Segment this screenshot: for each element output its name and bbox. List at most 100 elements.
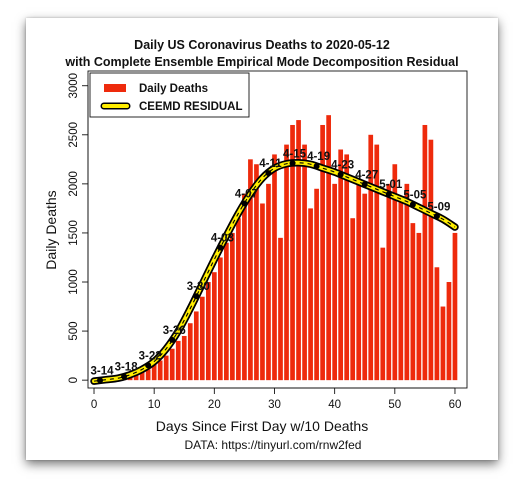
x-tick-label-40: 40	[328, 399, 341, 411]
bar-day-47	[374, 144, 380, 381]
marker-4-03	[217, 244, 224, 251]
chart-title: Daily US Coronavirus Deaths to 2020-05-1…	[134, 38, 390, 52]
bar-day-50	[392, 164, 398, 381]
bar-day-49	[386, 183, 392, 381]
x-tick-label-60: 60	[449, 399, 462, 411]
y-tick-label-2000: 2000	[68, 171, 80, 197]
bar-day-29	[266, 183, 271, 381]
x-tick-label-30: 30	[268, 399, 281, 411]
markers-layer	[97, 160, 440, 384]
date-label-3-22: 3-22	[139, 350, 162, 362]
marker-3-14	[97, 377, 104, 384]
bar-day-28	[260, 203, 265, 381]
bar-day-35	[302, 144, 307, 381]
date-label-4-11: 4-11	[259, 158, 282, 170]
bar-day-40	[332, 183, 337, 381]
bar-day-32	[284, 144, 289, 381]
bar-day-16	[187, 323, 193, 381]
residual-curve-dash	[93, 162, 456, 382]
bar-day-60	[452, 232, 458, 381]
bars-layer	[97, 115, 458, 381]
bar-day-11	[157, 360, 163, 381]
date-label-3-26: 3-26	[163, 325, 186, 337]
marker-4-07	[241, 200, 248, 207]
bar-day-52	[404, 183, 410, 381]
x-tick-label-10: 10	[148, 399, 161, 411]
bar-day-27	[254, 164, 259, 381]
bar-day-51	[398, 198, 404, 381]
bar-day-56	[428, 139, 434, 381]
chart-card: Daily US Coronavirus Deaths to 2020-05-1…	[26, 18, 498, 460]
date-label-4-27: 4-27	[355, 169, 378, 181]
marker-3-22	[145, 362, 152, 369]
marker-4-23	[337, 171, 344, 178]
bar-day-17	[193, 311, 199, 381]
bar-day-53	[410, 223, 416, 381]
chart-subtitle: with Complete Ensemble Empirical Mode De…	[64, 55, 458, 69]
bar-day-43	[350, 218, 356, 381]
bar-day-21	[218, 257, 223, 381]
bar-day-18	[199, 296, 205, 381]
y-tick-label-500: 500	[68, 321, 80, 340]
bar-day-22	[224, 242, 229, 381]
bar-day-30	[272, 154, 277, 381]
date-label-5-01: 5-01	[379, 179, 403, 191]
date-label-3-14: 3-14	[91, 365, 115, 377]
chart: Daily US Coronavirus Deaths to 2020-05-1…	[43, 38, 468, 452]
bar-day-9	[145, 369, 151, 381]
marker-5-01	[385, 191, 392, 198]
date-label-4-07: 4-07	[235, 188, 258, 200]
date-label-4-19: 4-19	[307, 151, 330, 163]
marker-3-30	[193, 293, 200, 300]
date-labels-layer: 3-14 3-183-22 3-26 3-30 4-03 4-07 4-114-15 4-19…	[91, 148, 451, 377]
bar-day-8	[139, 371, 145, 381]
marker-5-09	[433, 213, 440, 220]
bar-day-44	[356, 183, 362, 381]
legend: Daily Deaths CEEMD RESIDUAL	[89, 72, 250, 118]
bar-day-39	[326, 115, 331, 381]
bar-day-20	[211, 272, 217, 381]
bar-day-19	[205, 282, 211, 381]
bar-day-42	[344, 154, 350, 381]
legend-label-daily-deaths: Daily Deaths	[139, 83, 208, 95]
marker-4-15	[289, 160, 296, 167]
bar-day-38	[320, 124, 325, 381]
bar-day-37	[314, 188, 319, 381]
bar-day-33	[290, 124, 295, 381]
source-note: DATA: https://tinyurl.com/rnw2fed	[185, 438, 362, 452]
bar-day-23	[230, 232, 235, 381]
bar-day-48	[380, 247, 386, 381]
bar-day-58	[440, 306, 446, 381]
y-tick-label-1000: 1000	[68, 269, 80, 295]
bar-day-24	[236, 218, 241, 381]
residual-layer	[90, 158, 459, 385]
marker-3-26	[169, 336, 176, 343]
bar-day-45	[362, 193, 368, 381]
bar-day-55	[422, 124, 428, 381]
y-axis-title: Daily Deaths	[43, 190, 59, 269]
bar-day-59	[446, 282, 452, 381]
y-tick-label-0: 0	[68, 377, 80, 383]
bar-day-26	[248, 159, 253, 381]
x-axis: 0 10 20 30 40 50 60	[91, 387, 462, 411]
bar-day-10	[151, 363, 157, 381]
date-label-4-23: 4-23	[331, 160, 354, 172]
bar-day-15	[181, 335, 187, 381]
date-label-3-18: 3-18	[115, 361, 139, 373]
bar-day-14	[175, 340, 181, 381]
bar-day-46	[368, 134, 374, 381]
date-label-4-15: 4-15	[283, 148, 307, 160]
x-tick-label-20: 20	[208, 399, 221, 411]
date-label-3-30: 3-30	[187, 281, 210, 293]
x-tick-label-50: 50	[388, 399, 401, 411]
legend-label-residual: CEEMD RESIDUAL	[139, 101, 243, 113]
plot-frame	[87, 70, 468, 389]
y-tick-label-2500: 2500	[68, 122, 80, 148]
bar-day-41	[338, 149, 344, 381]
bar-day-54	[416, 232, 422, 381]
marker-4-11	[265, 170, 272, 177]
date-label-5-05: 5-05	[403, 189, 427, 201]
bar-day-36	[308, 208, 313, 381]
bar-day-7	[133, 373, 139, 381]
marker-4-27	[361, 181, 368, 188]
